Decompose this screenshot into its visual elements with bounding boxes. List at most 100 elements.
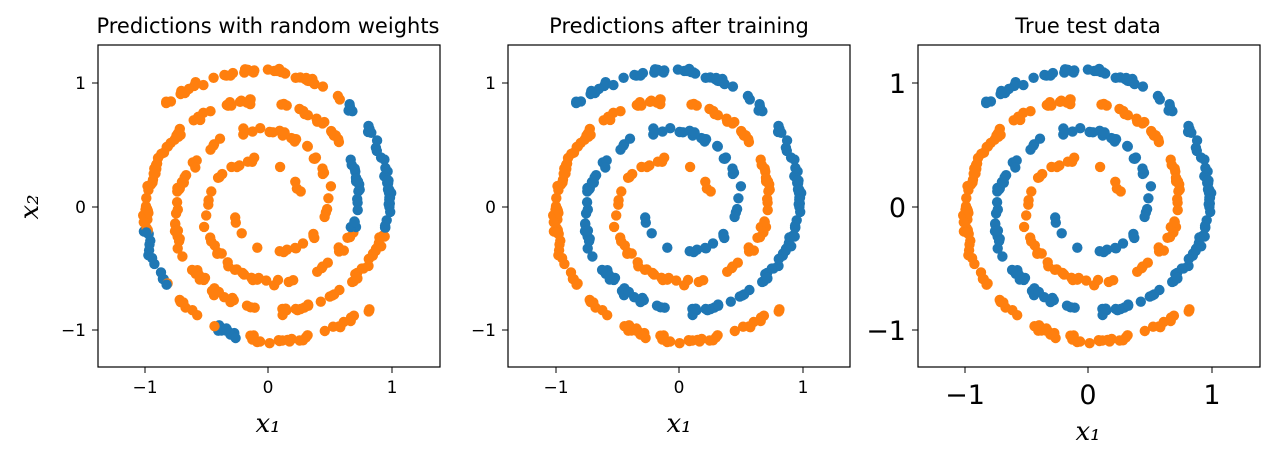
scatter-point — [319, 211, 330, 223]
scatter-point — [1147, 321, 1159, 332]
scatter-point — [312, 266, 323, 277]
scatter-point — [992, 186, 1003, 197]
scatter-point — [363, 120, 374, 132]
scatter-point — [222, 257, 233, 268]
scatter-point — [554, 239, 565, 250]
scatter-point — [707, 238, 719, 249]
scatter-point — [712, 299, 724, 310]
scatter-point — [238, 269, 250, 280]
scatter-point — [297, 238, 309, 249]
scatter-point — [1082, 64, 1094, 75]
scatter-point — [186, 264, 198, 276]
scatter-point — [212, 248, 223, 259]
scatter-point — [998, 297, 1009, 308]
scatter-point — [551, 203, 563, 215]
scatter-point — [289, 242, 301, 254]
scatter-point — [1129, 232, 1140, 244]
scatter-point — [700, 176, 711, 187]
scatter-point — [1169, 163, 1180, 174]
scatter-point — [1033, 286, 1045, 298]
scatter-point — [1200, 162, 1211, 174]
scatter-point — [1199, 222, 1211, 233]
scatter-point — [384, 194, 395, 205]
scatter-point — [198, 221, 210, 233]
scatter-point — [961, 192, 972, 204]
scatter-point — [684, 161, 696, 173]
scatter-point — [171, 197, 183, 208]
x-tick-label: 1 — [1203, 380, 1220, 411]
scatter-point — [1092, 274, 1104, 286]
scatter-point — [978, 147, 990, 158]
scatter-point — [238, 129, 249, 140]
x-axis-label: x₁ — [666, 409, 691, 439]
scatter-point — [657, 334, 668, 345]
scatter-point — [272, 274, 284, 286]
scatter-point — [1172, 204, 1183, 216]
scatter-point — [217, 168, 228, 180]
scatter-point — [195, 114, 206, 126]
scatter-point — [222, 100, 234, 111]
scatter-point — [1184, 305, 1195, 316]
scatter-point — [308, 78, 320, 89]
scatter-point — [1056, 228, 1067, 239]
scatter-point — [282, 334, 293, 346]
scatter-point — [203, 199, 214, 210]
x-tick-label: 0 — [1079, 380, 1096, 411]
scatter-point — [1115, 186, 1126, 197]
scatter-point — [144, 239, 155, 250]
scatter-point — [602, 310, 613, 321]
scatter-point — [1199, 231, 1210, 242]
scatter-point — [1025, 106, 1036, 117]
scatter-point — [705, 186, 716, 197]
scatter-point — [1018, 221, 1030, 233]
y-axis-label: x₂ — [15, 194, 45, 219]
panel-after-training: Predictions after training −1 0 1 x₁ 1 0… — [471, 14, 851, 439]
scatter-point — [1147, 290, 1158, 301]
scatter-point — [190, 162, 201, 173]
scatter-point — [1122, 299, 1134, 310]
scatter-point — [587, 251, 598, 262]
plot-frame — [97, 44, 441, 368]
scatter-point — [991, 130, 1002, 141]
scatter-point — [958, 217, 969, 228]
scatter-point — [1100, 303, 1111, 314]
scatter-points — [138, 63, 397, 349]
scatter-point — [201, 210, 212, 221]
scatter-point — [1191, 135, 1203, 146]
scatter-point — [1183, 120, 1194, 132]
scatter-point — [971, 159, 982, 170]
scatter-point — [364, 305, 375, 316]
scatter-point — [158, 147, 170, 158]
scatter-point — [1110, 176, 1121, 187]
scatter-point — [961, 227, 972, 238]
x-axis: −1 0 1 x₁ — [543, 367, 808, 439]
scatter-point — [623, 286, 634, 298]
scatter-point — [752, 232, 763, 243]
x-axis-label: x₁ — [1075, 417, 1100, 447]
scatter-point — [548, 217, 559, 228]
scatter-point — [264, 338, 275, 349]
scatter-point — [1172, 176, 1184, 187]
scatter-point — [552, 180, 563, 192]
scatter-point — [1128, 78, 1140, 89]
scatter-point — [1190, 243, 1202, 255]
scatter-point — [1153, 134, 1164, 145]
scatter-point — [961, 203, 973, 215]
scatter-point — [1067, 334, 1078, 345]
scatter-point — [317, 163, 328, 174]
scatter-point — [1202, 184, 1214, 195]
y-tick-label: −1 — [61, 321, 86, 341]
scatter-point — [631, 323, 642, 334]
scatter-point — [1058, 129, 1069, 140]
scatter-point — [684, 246, 695, 257]
scatter-point — [1020, 210, 1032, 221]
scatter-points — [958, 63, 1217, 349]
scatter-point — [288, 133, 299, 145]
scatter-point — [992, 225, 1004, 236]
scatter-point — [731, 203, 743, 215]
scatter-point — [173, 236, 185, 247]
scatter-point — [627, 168, 638, 180]
y-tick-label: −1 — [471, 321, 496, 341]
scatter-point — [615, 144, 626, 155]
scatter-point — [1169, 216, 1180, 228]
